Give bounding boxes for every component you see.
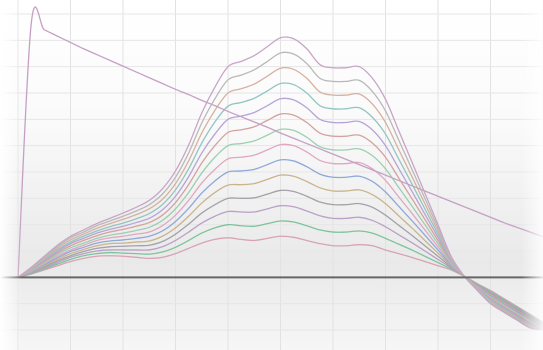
line-chart bbox=[0, 0, 543, 350]
edge-fade bbox=[0, 0, 543, 350]
chart bbox=[0, 0, 543, 350]
